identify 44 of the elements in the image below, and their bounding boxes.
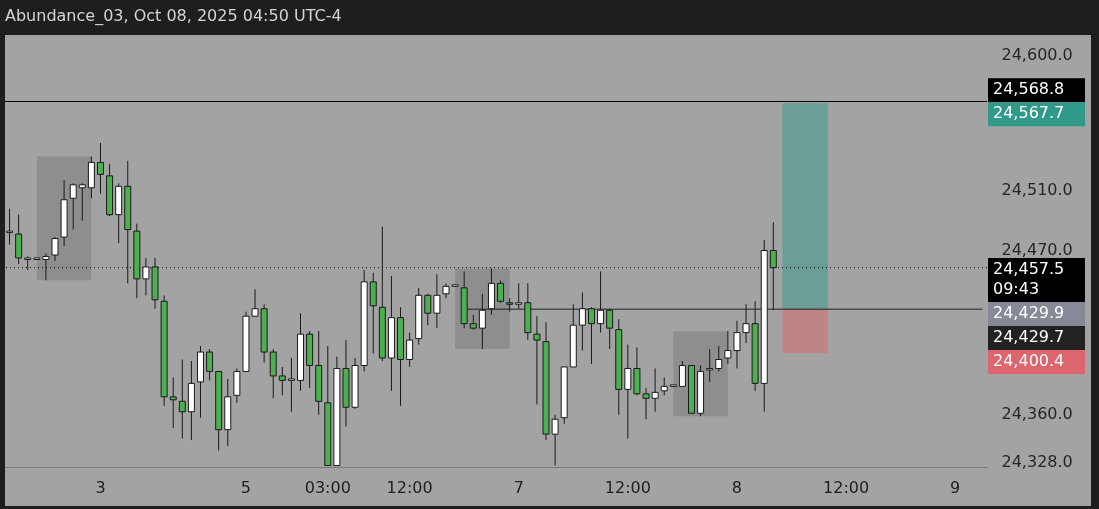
candlestick [42,252,50,281]
candlestick [269,348,277,399]
x-tick-label: 5 [240,477,252,497]
y-tick-label: 24,510.0 [1001,179,1073,199]
candlestick [278,366,286,396]
candlestick [715,345,723,372]
x-tick-label: 8 [731,477,743,497]
candlestick [369,272,377,355]
y-tick-label: 24,360.0 [1001,403,1073,423]
candlestick [78,182,86,222]
candlestick [497,279,505,304]
x-tick-label: 3 [95,477,106,497]
x-tick-label: 12:00 [823,477,870,497]
candlestick [6,208,14,246]
candlestick [533,315,541,405]
candlestick [424,293,432,326]
candlestick [178,359,186,440]
candlestick [15,214,23,265]
y-tick-label: 24,328.0 [1001,451,1073,471]
x-tick-label: 03:00 [304,477,351,497]
y-tick-label: 24,600.0 [1001,45,1073,65]
x-tick-label: 7 [513,477,524,497]
text: 24,429.9 [993,303,1065,323]
x-tick-label: 9 [950,477,961,497]
candlestick [433,273,441,329]
candlestick [169,376,177,429]
text: 24,400.4 [993,351,1065,371]
candlestick [69,182,77,231]
ref-line-label: 24,457.5 09:43 [993,259,1065,299]
candlestick [624,344,632,440]
chart-title: Abundance_03, Oct 08, 2025 04:50 UTC-4 [5,6,342,26]
candlestick [287,357,295,413]
x-tick-label: 12:00 [604,477,651,497]
candlestick [678,360,686,387]
candlestick [51,236,59,262]
ref-line-label: 24,568.8 [993,79,1065,99]
candlestick [706,348,714,383]
candlestick [206,348,214,381]
data-label: 24,429.7 [993,327,1065,347]
y-tick-label: 24,470.0 [1001,239,1073,259]
text: 24,567.7 [993,103,1065,123]
candlestick [96,142,104,195]
candlestick [406,332,414,368]
x-tick-label: 12:00 [386,477,433,497]
